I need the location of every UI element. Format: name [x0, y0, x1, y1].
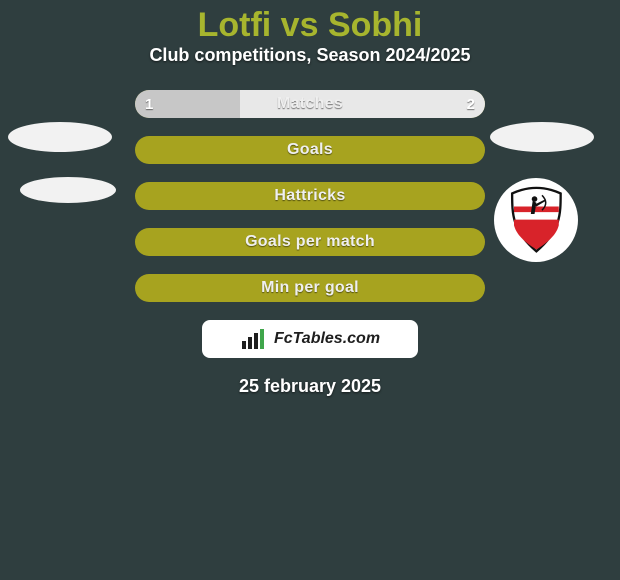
stat-label: Goals per match [135, 228, 485, 256]
player-bubble-left-2 [20, 177, 116, 203]
stat-label: Matches [135, 90, 485, 118]
stat-label: Goals [135, 136, 485, 164]
stat-label: Hattricks [135, 182, 485, 210]
zamalek-shield-icon [507, 186, 566, 253]
brand-badge: FcTables.com [202, 320, 418, 358]
date-text: 25 february 2025 [0, 376, 620, 397]
player-bubble-left-1 [8, 122, 112, 152]
stat-row: Goals [135, 136, 485, 164]
stat-row: Min per goal [135, 274, 485, 302]
stat-value-right: 2 [467, 90, 475, 118]
stat-label: Min per goal [135, 274, 485, 302]
stat-value-left: 1 [145, 90, 153, 118]
comparison-card: Lotfi vs Sobhi Club competitions, Season… [0, 0, 620, 580]
stat-row: Matches1 2 [135, 90, 485, 118]
stat-row: Goals per match [135, 228, 485, 256]
brand-text: FcTables.com [274, 330, 380, 348]
page-title: Lotfi vs Sobhi [0, 0, 620, 45]
stat-row: Hattricks [135, 182, 485, 210]
player-bubble-right-1 [490, 122, 594, 152]
subtitle: Club competitions, Season 2024/2025 [0, 45, 620, 66]
brand-icon [240, 327, 268, 351]
club-logo [494, 178, 578, 262]
